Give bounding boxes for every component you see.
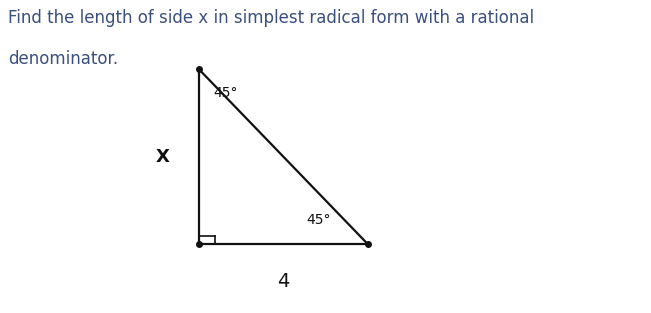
Text: 45°: 45° (306, 213, 331, 227)
Text: Find the length of side x in simplest radical form with a rational: Find the length of side x in simplest ra… (8, 9, 534, 28)
Text: X: X (156, 147, 170, 166)
Text: 45°: 45° (213, 86, 238, 100)
Text: denominator.: denominator. (8, 50, 118, 68)
Text: 4: 4 (277, 272, 290, 291)
